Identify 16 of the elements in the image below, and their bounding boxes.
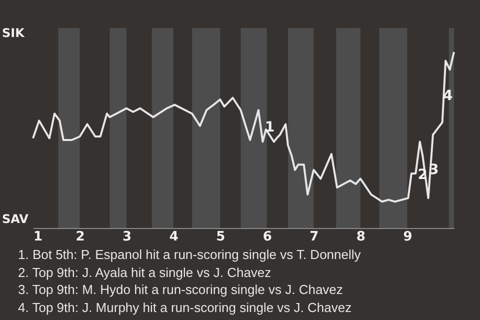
x-tick-label: 5 [216, 230, 226, 244]
text: 3. Top 9th: M. Hydo hit a run-scoring single vs J. Chavez [18, 281, 344, 298]
text: 2. Top 9th: J. Ayala hit a single vs J. Chavez [18, 264, 272, 281]
x-tick-label: 6 [262, 230, 272, 244]
x-tick-label: 7 [310, 230, 319, 244]
annotation: 1 [264, 120, 275, 136]
x-tick-label: 9 [403, 230, 412, 244]
x-tick-label: 2 [76, 230, 85, 244]
text: 1. Bot 5th: P. Espanol hit a run-scoring single vs T. Donnelly [18, 246, 362, 264]
x-tick-label: 3 [122, 230, 132, 244]
x-tick-label: 4 [169, 230, 178, 244]
text: SIK [2, 26, 24, 40]
text: SAV [2, 212, 28, 226]
text: 4. Top 9th: J. Murphy hit a run-scoring single vs J. Chavez [18, 298, 353, 316]
x-tick-label: 8 [356, 230, 366, 244]
x-tick-label: 1 [34, 230, 43, 244]
